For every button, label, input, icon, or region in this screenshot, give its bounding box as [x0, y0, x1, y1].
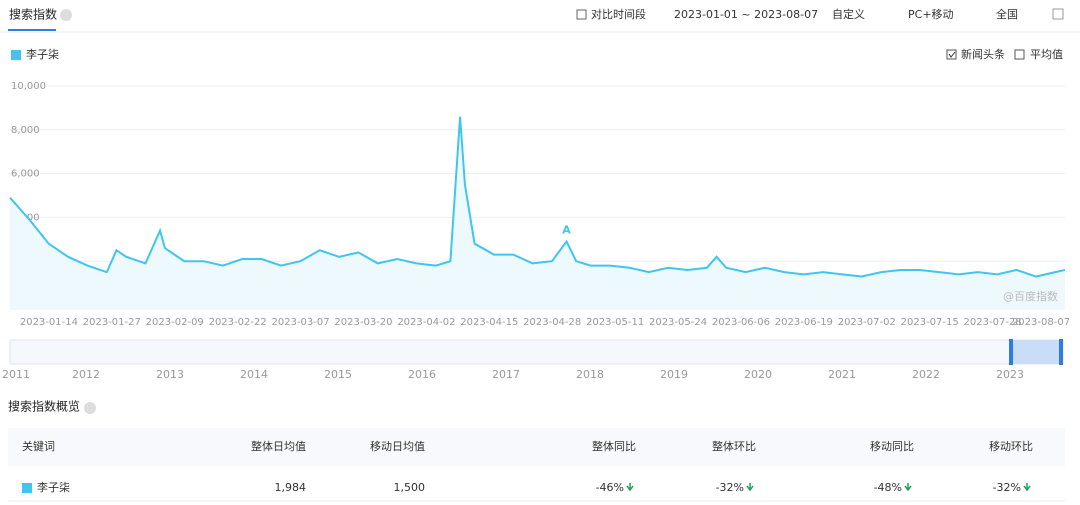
compare[interactable]: 对比时间段 — [591, 7, 646, 21]
table-cell: -46% — [596, 481, 624, 494]
row-swatch — [22, 483, 32, 493]
down-arrow — [626, 483, 634, 492]
table-cell: 1,984 — [275, 481, 307, 494]
table-cell: 李子柒 — [37, 480, 70, 494]
table-cell: -32% — [716, 481, 744, 494]
checkbox[interactable] — [576, 9, 587, 20]
table-header-cell: 整体环比 — [712, 439, 756, 453]
timeline[interactable] — [9, 339, 1064, 365]
year-label: 2012 — [72, 368, 100, 381]
line — [9, 116, 1066, 278]
x-tick-label: 2023-08-07 — [1012, 317, 1070, 328]
x-tick-label: 2023-07-15 — [901, 317, 959, 328]
x-tick-label: 2023-04-28 — [523, 317, 581, 328]
year-label: 2023 — [996, 368, 1024, 381]
table-header-cell: 关键词 — [22, 439, 55, 453]
area — [10, 116, 1065, 310]
year-label: 2020 — [744, 368, 772, 381]
year-label: 2015 — [324, 368, 352, 381]
x-tick-label: 2023-03-07 — [272, 317, 330, 328]
x-tick-label: 2023-07-02 — [838, 317, 896, 328]
legend-label[interactable]: 李子柒 — [26, 47, 59, 61]
year-label: 2011 — [2, 368, 30, 381]
x-tick-label: 2023-06-06 — [712, 317, 770, 328]
table-cell: -32% — [993, 481, 1021, 494]
region[interactable]: 全国 — [996, 7, 1018, 21]
table-header-cell: 整体日均值 — [251, 439, 306, 453]
x-tick-label: 2023-05-24 — [649, 317, 707, 328]
table-cell: 1,500 — [394, 481, 426, 494]
handle[interactable] — [1009, 339, 1013, 365]
year-label: 2013 — [156, 368, 184, 381]
legend-swatch — [11, 50, 21, 60]
section-title: 搜索指数概览 — [8, 399, 80, 414]
tab[interactable]: 搜索指数 — [9, 7, 57, 22]
x-tick-label: 2023-04-02 — [397, 317, 455, 328]
help-icon[interactable] — [84, 402, 96, 414]
year-label: 2014 — [240, 368, 268, 381]
y-tick-label: 6,000 — [11, 169, 40, 180]
x-tick-label: 2023-01-27 — [83, 317, 141, 328]
year-label: 2022 — [912, 368, 940, 381]
year-label: 2016 — [408, 368, 436, 381]
x-tick-label: 2023-06-19 — [775, 317, 833, 328]
table-header-cell: 移动日均值 — [370, 440, 425, 453]
x-tick-label: 2023-03-20 — [334, 317, 392, 328]
x-tick-label: 2023-02-09 — [146, 317, 204, 328]
table-header-cell: 移动环比 — [989, 440, 1033, 453]
checkbox[interactable] — [1014, 49, 1025, 60]
x-tick-label: 2023-07-28 — [964, 317, 1022, 328]
x-tick-label: 2023-04-15 — [460, 317, 518, 328]
table-header — [8, 428, 1065, 466]
help-icon[interactable] — [60, 9, 72, 21]
table-cell: -48% — [874, 481, 902, 494]
y-tick-label: 8,000 — [11, 125, 40, 136]
x-tick-label: 2023-01-14 — [20, 317, 78, 328]
export-icon[interactable] — [1052, 8, 1064, 20]
down-arrow — [904, 483, 912, 492]
device[interactable]: PC+移动 — [908, 8, 954, 21]
year-label: 2019 — [660, 368, 688, 381]
y-tick-label: 10,000 — [11, 81, 46, 92]
timeline-selection[interactable] — [1010, 340, 1062, 364]
year-label: 2017 — [492, 368, 520, 381]
tab-underline — [8, 29, 56, 31]
checkbox[interactable] — [946, 49, 957, 60]
x-tick-label: 2023-05-11 — [586, 317, 644, 328]
custom[interactable]: 自定义 — [832, 7, 865, 21]
year-label: 2021 — [828, 368, 856, 381]
x-tick-label: 2023-02-22 — [209, 317, 267, 328]
down-arrow — [746, 483, 754, 492]
table-header-cell: 移动同比 — [870, 440, 914, 453]
average-toggle[interactable]: 平均值 — [1030, 48, 1063, 61]
table-header-cell: 整体同比 — [592, 439, 636, 453]
news-toggle[interactable]: 新闻头条 — [961, 47, 1005, 61]
watermark: @百度指数 — [1003, 289, 1058, 303]
range[interactable]: 2023-01-01 ~ 2023-08-07 — [674, 8, 818, 21]
handle[interactable] — [1059, 339, 1063, 365]
year-label: 2018 — [576, 368, 604, 381]
annotation: A — [562, 223, 571, 236]
check — [948, 51, 956, 58]
down-arrow — [1023, 483, 1031, 492]
